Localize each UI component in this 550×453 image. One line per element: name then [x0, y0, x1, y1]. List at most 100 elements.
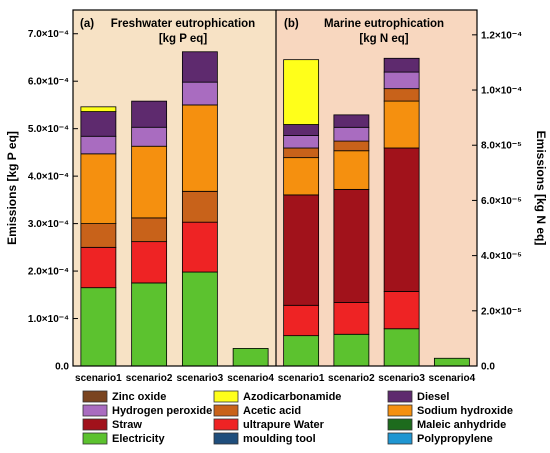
- y-tick-label: 8.0×10⁻⁵: [481, 141, 522, 152]
- legend-label-straw: Straw: [112, 419, 142, 431]
- bar-segment-electricity-scenario1: [80, 287, 117, 367]
- legend-swatch-hydrogen-peroxide: [82, 404, 108, 417]
- bar-segment-azodicarbonamide-scenario1: [283, 59, 320, 125]
- legend-swatch-polypropylene: [387, 432, 413, 445]
- legend-swatch-azodicarbonamide: [213, 390, 239, 403]
- y-tick-label: 4.0×10⁻⁵: [481, 251, 522, 262]
- bar-segment-diesel-scenario2: [131, 100, 168, 128]
- legend-label-polypropylene: Polypropylene: [417, 433, 493, 445]
- y-tick-label: 7.0×10⁻⁴: [28, 29, 69, 40]
- panel-a-bars: [80, 51, 269, 367]
- bar-segment-diesel-scenario3: [181, 51, 218, 83]
- bar-segment-straw-scenario2: [333, 188, 370, 303]
- y-tick-label: 5.0×10⁻⁴: [28, 124, 69, 135]
- bar-segment-azodicarbonamide-scenario1: [80, 106, 117, 112]
- legend-swatch-diesel: [387, 390, 413, 403]
- panel-a-y-ticks: 0.0 1.0×10⁻⁴ 2.0×10⁻⁴ 3.0×10⁻⁴ 4.0×10⁻⁴ 5.0×1…: [28, 29, 78, 373]
- bar-segment-sodium-hydroxide-scenario1: [283, 157, 320, 196]
- legend-swatch-straw: [82, 418, 108, 431]
- y-tick-label: 0.0: [55, 362, 69, 373]
- bar-segment-acetic-acid-scenario1: [283, 147, 320, 159]
- legend-swatch-zinc-oxide: [82, 390, 108, 403]
- legend-swatch-acetic-acid: [213, 404, 239, 417]
- x-tick-label-scenario1: scenario1: [75, 373, 122, 384]
- y-tick-label: 1.0×10⁻⁴: [28, 314, 69, 325]
- legend-swatch-electricity: [82, 432, 108, 445]
- legend-label-electricity: Electricity: [112, 433, 165, 445]
- bar-segment-ultrapure-water-scenario3: [383, 291, 420, 330]
- bar-segment-hydrogen-peroxide-scenario3: [383, 71, 420, 90]
- panel-a-unit: [kg P eq]: [159, 33, 208, 45]
- bar-segment-sodium-hydroxide-scenario2: [333, 150, 370, 190]
- legend-swatch-ultrapure-water: [213, 418, 239, 431]
- y-tick-label: 6.0×10⁻⁴: [28, 77, 69, 88]
- y-tick-label: 6.0×10⁻⁵: [481, 196, 522, 207]
- legend-label-moulding-tool: moulding tool: [243, 433, 316, 445]
- legend-label-acetic-acid: Acetic acid: [243, 405, 301, 417]
- bar-segment-sodium-hydroxide-scenario1: [80, 153, 117, 225]
- bar-segment-diesel-scenario1: [80, 111, 117, 137]
- panel-b-bars: [283, 57, 470, 367]
- legend-label-zinc-oxide: Zinc oxide: [112, 391, 166, 403]
- bar-segment-electricity-scenario1: [283, 335, 320, 367]
- bar-segment-electricity-scenario4: [433, 357, 470, 367]
- x-category-labels: scenario1 scenario2 scenario3 scenario4 scen…: [75, 373, 476, 384]
- bar-segment-acetic-acid-scenario3: [181, 190, 218, 223]
- legend-label-ultrapure-water: ultrapure Water: [243, 419, 325, 431]
- x-tick-label-scenario3: scenario3: [378, 373, 425, 384]
- bar-segment-acetic-acid-scenario3: [383, 88, 420, 102]
- plot-frame: [72, 9, 478, 367]
- bar-segment-ultrapure-water-scenario2: [333, 302, 370, 335]
- bar-segment-diesel-scenario3: [383, 57, 420, 73]
- bar-segment-sodium-hydroxide-scenario3: [181, 104, 218, 192]
- x-tick-label-scenario1: scenario1: [278, 373, 325, 384]
- legend-swatch-maleic-anhydride: [387, 418, 413, 431]
- y-tick-label: 0.0: [481, 362, 495, 373]
- bar-segment-hydrogen-peroxide-scenario2: [131, 126, 168, 147]
- bar-segment-ultrapure-water-scenario1: [80, 246, 117, 289]
- bar-segment-electricity-scenario3: [383, 328, 420, 367]
- y-tick-label: 2.0×10⁻⁵: [481, 306, 522, 317]
- panel-b-title: Marine eutrophication: [324, 18, 444, 30]
- bar-segment-hydrogen-peroxide-scenario1: [80, 135, 117, 155]
- bar-segment-sodium-hydroxide-scenario2: [131, 145, 168, 219]
- legend: Zinc oxide Azodicarbonamide Diesel Hydrogen…: [82, 390, 513, 445]
- bar-segment-ultrapure-water-scenario1: [283, 304, 320, 337]
- bar-segment-acetic-acid-scenario1: [80, 223, 117, 248]
- bar-segment-diesel-scenario1: [283, 124, 320, 136]
- bar-segment-diesel-scenario2: [333, 114, 370, 128]
- legend-label-azodicarbonamide: Azodicarbonamide: [243, 391, 341, 403]
- y-axis-left-label: Emissions [kg P eq]: [5, 131, 19, 245]
- panel-a-title: Freshwater eutrophication: [111, 18, 255, 30]
- bar-segment-acetic-acid-scenario2: [131, 217, 168, 243]
- legend-label-maleic-anhydride: Maleic anhydride: [417, 419, 506, 431]
- legend-label-diesel: Diesel: [417, 391, 449, 403]
- legend-label-hydrogen-peroxide: Hydrogen peroxide: [112, 405, 212, 417]
- panel-b-unit: [kg N eq]: [359, 33, 408, 45]
- panel-b-label: (b): [284, 18, 299, 30]
- bar-segment-electricity-scenario2: [131, 282, 168, 367]
- bar-segment-electricity-scenario4: [232, 348, 269, 367]
- y-tick-label: 1.2×10⁻⁴: [481, 30, 522, 41]
- x-tick-label-scenario3: scenario3: [177, 373, 224, 384]
- bar-segment-hydrogen-peroxide-scenario2: [333, 126, 370, 142]
- bar-segment-ultrapure-water-scenario3: [181, 221, 218, 273]
- bar-segment-hydrogen-peroxide-scenario3: [181, 81, 218, 106]
- legend-label-sodium-hydroxide: Sodium hydroxide: [417, 405, 513, 417]
- legend-swatch-moulding-tool: [213, 432, 239, 445]
- x-tick-label-scenario4: scenario4: [429, 373, 476, 384]
- x-tick-label-scenario4: scenario4: [227, 373, 274, 384]
- y-tick-label: 3.0×10⁻⁴: [28, 219, 69, 230]
- y-tick-label: 4.0×10⁻⁴: [28, 172, 69, 183]
- bar-segment-sodium-hydroxide-scenario3: [383, 100, 420, 149]
- y-tick-label: 2.0×10⁻⁴: [28, 267, 69, 278]
- bar-segment-ultrapure-water-scenario2: [131, 241, 168, 284]
- panel-a-label: (a): [80, 18, 94, 30]
- bar-segment-straw-scenario3: [383, 147, 420, 292]
- bar-segment-electricity-scenario2: [333, 333, 370, 367]
- bar-segment-hydrogen-peroxide-scenario1: [283, 135, 320, 149]
- bar-segment-straw-scenario1: [283, 194, 320, 306]
- bar-segment-electricity-scenario3: [181, 271, 218, 367]
- y-axis-right-label: Emissions [kg N eq]: [534, 131, 548, 246]
